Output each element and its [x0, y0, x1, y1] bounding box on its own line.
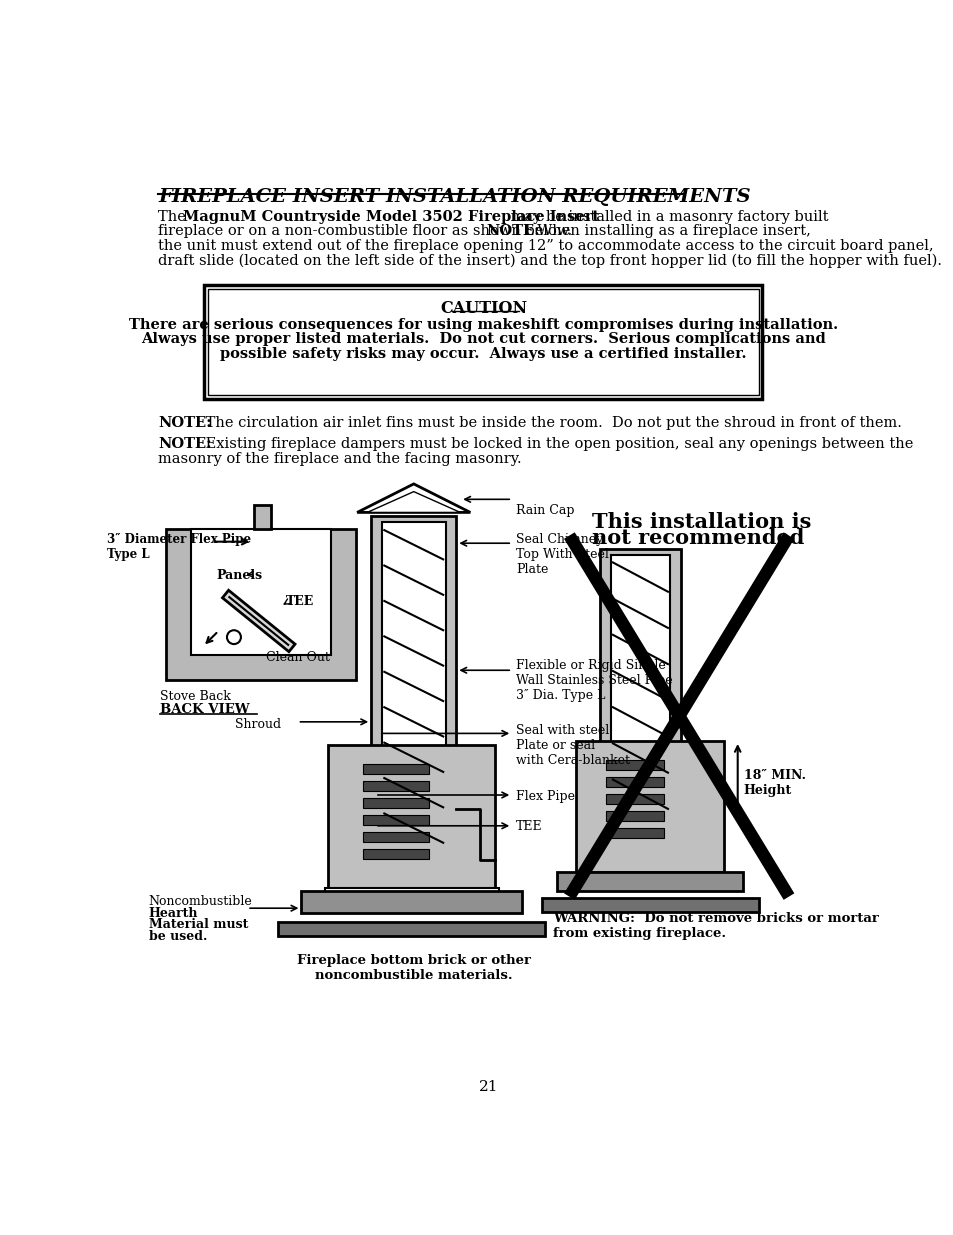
Text: MagnuM Countryside Model 3502 Fireplace Insert: MagnuM Countryside Model 3502 Fireplace … — [183, 210, 598, 224]
Bar — [204, 285, 761, 399]
Text: Panels: Panels — [216, 569, 262, 583]
Text: 21: 21 — [478, 1079, 498, 1094]
Bar — [328, 745, 495, 892]
Bar — [605, 811, 663, 821]
Text: Flex Pipe: Flex Pipe — [516, 789, 575, 803]
Bar — [610, 555, 670, 811]
Bar — [605, 829, 663, 839]
Bar — [301, 892, 521, 913]
Bar — [363, 832, 429, 842]
Bar — [605, 761, 663, 771]
Text: NOTE:: NOTE: — [158, 416, 212, 430]
Bar — [605, 794, 663, 804]
Text: This installation is: This installation is — [592, 511, 810, 531]
Text: FIREPLACE INSERT INSTALLATION REQUIREMENTS: FIREPLACE INSERT INSTALLATION REQUIREMEN… — [158, 188, 750, 206]
Text: fireplace or on a non-combustible floor as shown below.: fireplace or on a non-combustible floor … — [158, 225, 581, 238]
Text: Stove Back: Stove Back — [159, 690, 231, 703]
Bar — [363, 815, 429, 825]
Text: Seal Chimney
Top With Steel
Plate: Seal Chimney Top With Steel Plate — [516, 534, 608, 577]
Text: 3″ Diameter Flex Pipe
Type L: 3″ Diameter Flex Pipe Type L — [107, 534, 251, 561]
Text: the unit must extend out of the fireplace opening 12” to accommodate access to t: the unit must extend out of the fireplac… — [158, 240, 933, 253]
Text: possible safety risks may occur.  Always use a certified installer.: possible safety risks may occur. Always … — [220, 347, 746, 361]
Bar — [208, 289, 758, 395]
Text: There are serious consequences for using makeshift compromises during installati: There are serious consequences for using… — [129, 317, 837, 332]
Text: BACK VIEW: BACK VIEW — [159, 703, 249, 715]
Bar — [371, 516, 456, 847]
Polygon shape — [367, 492, 459, 513]
Text: The circulation air inlet fins must be inside the room.  Do not put the shroud i: The circulation air inlet fins must be i… — [201, 416, 901, 430]
Text: be used.: be used. — [149, 930, 207, 942]
Text: Shroud: Shroud — [235, 718, 281, 731]
Text: Rain Cap: Rain Cap — [516, 504, 574, 517]
Text: Always use proper listed materials.  Do not cut corners.  Serious complications : Always use proper listed materials. Do n… — [141, 332, 825, 346]
Text: Hearth: Hearth — [149, 906, 198, 920]
Text: TEE: TEE — [286, 595, 314, 608]
Text: Seal with steel
Plate or seal
with Cera-blanket: Seal with steel Plate or seal with Cera-… — [516, 724, 629, 767]
Polygon shape — [356, 484, 470, 513]
Bar — [541, 898, 758, 911]
Text: CAUTION: CAUTION — [439, 300, 526, 317]
Bar — [557, 872, 742, 892]
Text: 18″ MIN.
Height: 18″ MIN. Height — [743, 769, 805, 798]
Bar — [363, 848, 429, 858]
Bar — [605, 777, 663, 787]
Bar — [576, 741, 723, 872]
Bar — [191, 530, 331, 655]
Text: The: The — [158, 210, 191, 224]
Bar — [363, 798, 429, 808]
Text: may be installed in a masonry factory built: may be installed in a masonry factory bu… — [505, 210, 827, 224]
Text: NOTE:: NOTE: — [158, 437, 212, 451]
Text: not recommended: not recommended — [592, 527, 803, 548]
Bar — [324, 888, 498, 898]
Bar — [599, 548, 680, 818]
Text: NOTE:: NOTE: — [486, 225, 539, 238]
Text: Existing fireplace dampers must be locked in the open position, seal any opening: Existing fireplace dampers must be locke… — [201, 437, 913, 451]
Bar — [363, 782, 429, 792]
Text: When installing as a fireplace insert,: When installing as a fireplace insert, — [527, 225, 810, 238]
Bar — [363, 764, 429, 774]
Text: Clean Out: Clean Out — [266, 651, 330, 664]
Bar — [381, 522, 445, 841]
Bar — [166, 530, 355, 679]
Bar — [335, 899, 487, 906]
Text: Flexible or Rigid Single
Wall Stainless Steel Pipe
3″ Dia. Type L: Flexible or Rigid Single Wall Stainless … — [516, 658, 672, 701]
Text: TEE: TEE — [516, 820, 542, 834]
Text: WARNING:  Do not remove bricks or mortar
from existing fireplace.: WARNING: Do not remove bricks or mortar … — [553, 911, 879, 940]
Bar — [253, 505, 271, 530]
Text: Noncombustible: Noncombustible — [149, 895, 253, 908]
Text: masonry of the fireplace and the facing masonry.: masonry of the fireplace and the facing … — [158, 452, 521, 466]
Text: Fireplace bottom brick or other
noncombustible materials.: Fireplace bottom brick or other noncombu… — [296, 955, 530, 982]
Text: Material must: Material must — [149, 918, 248, 931]
Bar — [278, 923, 545, 936]
Text: draft slide (located on the left side of the insert) and the top front hopper li: draft slide (located on the left side of… — [158, 253, 941, 268]
